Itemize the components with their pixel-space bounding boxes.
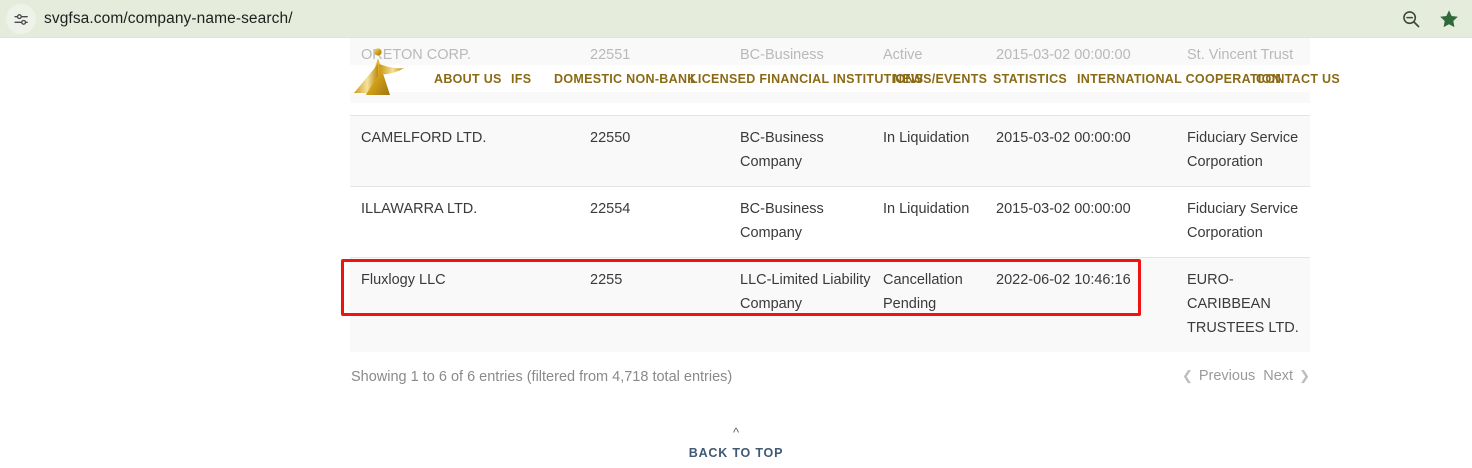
cell-company-name: CAMELFORD LTD.	[361, 130, 487, 146]
table-row[interactable]: CAMELFORD LTD. 22550 BC-Business Company…	[350, 115, 1310, 186]
page-content: Company Service Limited ORETON CORP. 225…	[0, 38, 1472, 468]
nav-item-statistics[interactable]: STATISTICS	[993, 71, 1068, 86]
table-row-highlighted[interactable]: Fluxlogy LLC 2255 LLC-Limited Liability …	[350, 257, 1310, 352]
nav-item-ifs[interactable]: IFS	[511, 71, 532, 86]
url-text[interactable]: svgfsa.com/company-name-search/	[44, 10, 293, 27]
nav-item-about-us[interactable]: ABOUT US	[434, 71, 502, 86]
site-navigation-bar: ABOUT US IFS DOMESTIC NON-BANK LICENSED …	[350, 48, 1340, 95]
tune-sliders-icon	[13, 13, 28, 25]
cell-agent: Fiduciary Service Corporation	[1187, 201, 1299, 241]
cell-status: In Liquidation	[883, 130, 970, 146]
cell-status: Cancellation Pending	[883, 272, 963, 312]
chevron-right-icon: ❯	[1299, 368, 1310, 383]
cell-date: 2015-03-02 00:00:00	[996, 47, 1131, 63]
cell-number: 2255	[590, 272, 623, 288]
nav-item-list: ABOUT US IFS DOMESTIC NON-BANK LICENSED …	[350, 65, 1340, 92]
cell-agent: Fiduciary Service Corporation	[1187, 130, 1299, 170]
chevron-up-icon: ^	[732, 425, 740, 440]
back-to-top-label: BACK TO TOP	[688, 446, 784, 460]
previous-page-button[interactable]: Previous	[1198, 368, 1256, 384]
cell-date: 2015-03-02 00:00:00	[996, 130, 1131, 146]
cell-status: In Liquidation	[883, 201, 970, 217]
star-filled-icon[interactable]	[1438, 8, 1460, 30]
cell-number: 22550	[590, 130, 631, 146]
cell-company-name: Fluxlogy LLC	[361, 272, 446, 288]
zoom-out-magnifier-icon[interactable]	[1400, 8, 1422, 30]
cell-number: 22554	[590, 201, 631, 217]
cell-number: 22551	[590, 47, 631, 63]
cell-type: BC-Business Company	[740, 130, 824, 170]
nav-item-international-cooperation[interactable]: INTERNATIONAL COOPERATION	[1077, 71, 1282, 86]
svgfsa-logo-icon	[354, 48, 404, 95]
browser-address-bar: svgfsa.com/company-name-search/	[0, 0, 1472, 38]
cell-status: Active	[883, 47, 923, 63]
next-page-button[interactable]: Next	[1263, 368, 1294, 384]
cell-agent: EURO-CARIBBEAN TRUSTEES LTD.	[1187, 272, 1299, 336]
cell-date: 2022-06-02 10:46:16	[996, 272, 1131, 288]
table-pagination: ❮ Previous Next ❯	[1182, 368, 1310, 384]
nav-item-domestic-non-bank[interactable]: DOMESTIC NON-BANK	[554, 71, 697, 86]
chevron-left-icon: ❮	[1181, 368, 1193, 383]
nav-item-news-events[interactable]: NEWS/EVENTS	[893, 71, 988, 86]
browser-bar-actions	[1400, 0, 1472, 38]
cell-company-name: ILLAWARRA LTD.	[361, 201, 478, 217]
results-table: CAMELFORD LTD. 22550 BC-Business Company…	[350, 115, 1310, 352]
site-settings-button[interactable]	[6, 4, 36, 34]
site-logo[interactable]	[352, 43, 422, 101]
cell-type: LLC-Limited Liability Company	[740, 272, 871, 312]
cell-date: 2015-03-02 00:00:00	[996, 201, 1131, 217]
cell-company-name: ORETON CORP.	[361, 47, 471, 63]
nav-item-contact-us[interactable]: CONTACT US	[1256, 71, 1341, 86]
back-to-top-button[interactable]: ^ BACK TO TOP	[0, 425, 1472, 460]
cell-type: BC-Business Company	[740, 201, 824, 241]
table-row[interactable]: ILLAWARRA LTD. 22554 BC-Business Company…	[350, 186, 1310, 257]
nav-item-licensed-financial-institutions[interactable]: LICENSED FINANCIAL INSTITUTIONS	[690, 71, 924, 86]
table-info-text: Showing 1 to 6 of 6 entries (filtered fr…	[351, 369, 733, 385]
